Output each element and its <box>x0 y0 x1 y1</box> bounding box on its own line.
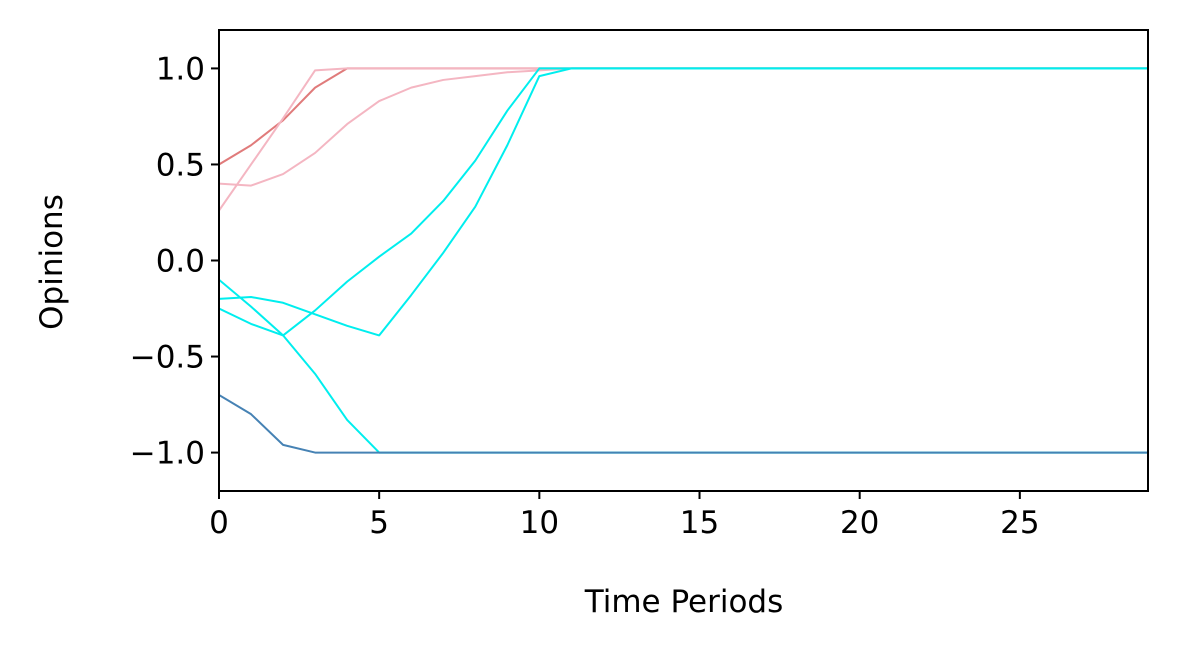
y-tick-label: 0.0 <box>156 244 205 280</box>
x-tick-label: 5 <box>369 505 389 541</box>
y-tick-label: −0.5 <box>130 340 205 376</box>
y-axis-label: Opinions <box>34 194 70 330</box>
series-line-4 <box>219 67 1148 337</box>
y-tick-label: −1.0 <box>130 436 205 472</box>
series-line-2 <box>219 67 1148 212</box>
x-axis-ticks: 0 5 10 15 20 25 <box>209 491 1040 541</box>
x-tick-label: 10 <box>520 505 559 541</box>
x-tick-label: 0 <box>209 505 229 541</box>
y-axis-ticks: 1.0 0.5 0.0 −0.5 −1.0 <box>130 51 219 472</box>
x-axis-label: Time Periods <box>584 584 784 620</box>
x-tick-label: 20 <box>840 505 879 541</box>
y-tick-label: 0.5 <box>156 147 205 183</box>
y-tick-label: 1.0 <box>156 51 205 87</box>
series-layer <box>219 67 1148 454</box>
series-line-3 <box>219 67 1148 187</box>
series-line-7 <box>219 394 1148 454</box>
x-tick-label: 15 <box>680 505 719 541</box>
x-tick-label: 25 <box>1000 505 1039 541</box>
